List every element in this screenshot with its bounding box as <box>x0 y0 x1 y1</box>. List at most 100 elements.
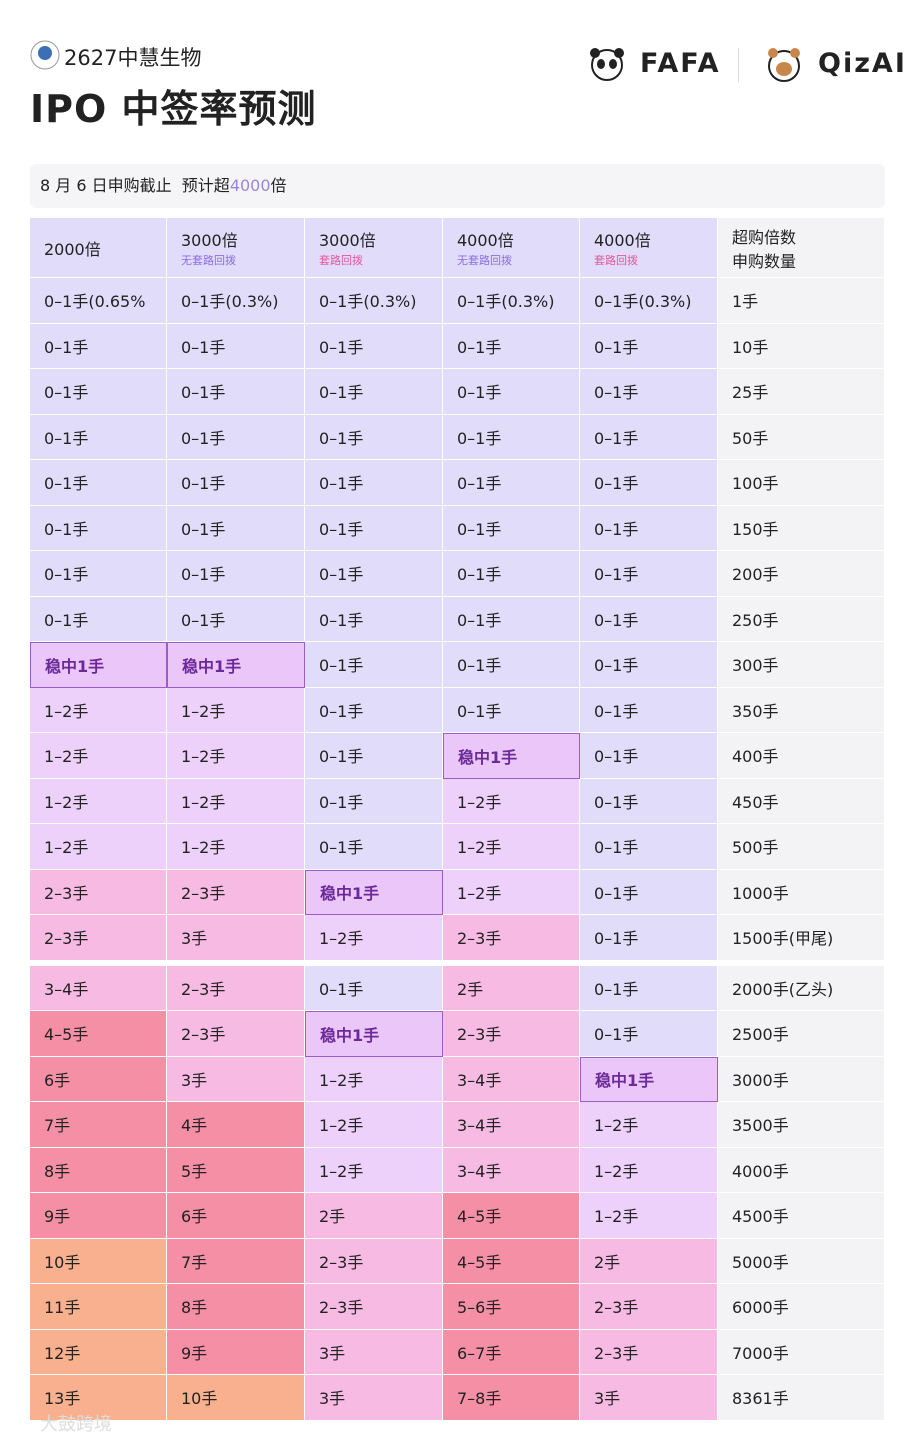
header-cell: 4000倍无套路回拨 <box>443 218 580 278</box>
rate-cell: 0–1手 <box>580 414 718 460</box>
header-cell: 3000倍 套路回拨 <box>305 218 443 278</box>
table-row: 1–2手 1–2手 0–1手 1–2手 0–1手 500手 <box>30 824 885 870</box>
rate-cell: 1–2手 <box>580 1147 718 1193</box>
quantity-cell: 6000手 <box>718 1284 885 1330</box>
header-note: 无套路回拨 <box>457 254 512 267</box>
table-row: 12手 9手 3手 6–7手 2–3手 7000手 <box>30 1329 885 1375</box>
rate-cell: 0–1手 <box>580 642 718 688</box>
rate-cell: 7–8手 <box>443 1375 580 1421</box>
rate-cell: 0–1手 <box>580 596 718 642</box>
quantity-cell: 4000手 <box>718 1147 885 1193</box>
header-label: 4000倍 <box>457 231 514 250</box>
brand-qizai: QizAI <box>818 48 907 79</box>
header-cell: 3000倍 无套路回拨 <box>167 218 305 278</box>
quantity-cell: 350手 <box>718 687 885 733</box>
header-cell: 4000倍 套路回拨 <box>580 218 718 278</box>
rate-cell: 0–1手 <box>580 323 718 369</box>
rate-cell: 0–1手 <box>30 414 167 460</box>
info-highlight: 4000 <box>229 176 271 195</box>
info-bar: 8 月 6 日申购截止 预计超4000倍 <box>30 164 885 208</box>
header-label: 申购数量 <box>732 251 797 271</box>
rate-cell: 5–6手 <box>443 1284 580 1330</box>
rate-cell: 1–2手 <box>167 778 305 824</box>
rate-cell: 1–2手 <box>167 687 305 733</box>
rate-cell: 2手 <box>443 965 580 1011</box>
quantity-cell: 450手 <box>718 778 885 824</box>
quantity-cell: 1000手 <box>718 869 885 915</box>
rate-cell: 0–1手 <box>580 915 718 961</box>
quantity-cell: 8361手 <box>718 1375 885 1421</box>
rate-cell: 1–2手 <box>443 869 580 915</box>
header-row: 2000倍 3000倍 无套路回拨 3000倍 套路回拨 4000倍 无套路回拨 4000倍套… <box>30 218 885 278</box>
rate-cell: 1–2手 <box>443 824 580 870</box>
rate-cell: 3手 <box>305 1329 443 1375</box>
rate-cell: 0–1手 <box>30 369 167 415</box>
rate-cell: 3手 <box>580 1375 718 1421</box>
quantity-cell: 25手 <box>718 369 885 415</box>
rate-cell: 13手 <box>30 1375 167 1421</box>
rate-cell: 0–1手 <box>443 323 580 369</box>
table-row: 0–1手(0.65% 0–1手(0.3%) 0–1手(0.3%) 0–1手(0.3%)… <box>30 278 885 324</box>
header-note: 无套路回拨 <box>181 254 236 267</box>
rate-cell: 0–1手 <box>167 323 305 369</box>
rate-cell: 7手 <box>30 1102 167 1148</box>
rate-cell: 0–1手 <box>305 460 443 506</box>
table: 2000倍 3000倍 无套路回拨 3000倍 套路回拨 4000倍 无套路回拨 4000倍套… <box>30 218 885 1421</box>
rate-cell: 2–3手 <box>30 915 167 961</box>
rate-cell: 4–5手 <box>443 1193 580 1239</box>
rate-cell: 0–1手 <box>443 414 580 460</box>
rate-cell: 1–2手 <box>30 778 167 824</box>
table-row: 10手 7手 2–3手 4–5手 2手 5000手 <box>30 1238 885 1284</box>
table-row: 0–1手 0–1手 0–1手 0–1手 0–1手 25手 <box>30 369 885 415</box>
header-label: 2000倍 <box>44 239 101 259</box>
rate-cell: 8手 <box>167 1284 305 1330</box>
rate-cell: 0–1手 <box>167 460 305 506</box>
quantity-cell: 5000手 <box>718 1238 885 1284</box>
rate-cell: 5手 <box>167 1147 305 1193</box>
rate-cell: 0–1手 <box>580 778 718 824</box>
rate-cell: 稳中1手 <box>167 642 305 688</box>
rate-cell: 10手 <box>167 1375 305 1421</box>
rate-cell: 0–1手 <box>305 505 443 551</box>
rate-cell: 0–1手 <box>443 505 580 551</box>
table-row: 11手 8手 2–3手 5–6手 2–3手 6000手 <box>30 1284 885 1330</box>
rate-cell: 0–1手 <box>305 733 443 779</box>
quantity-cell: 1手 <box>718 278 885 324</box>
rate-cell: 9手 <box>30 1193 167 1239</box>
rate-cell: 0–1手 <box>580 369 718 415</box>
rate-cell: 0–1手 <box>305 642 443 688</box>
rate-cell: 0–1手 <box>167 414 305 460</box>
rate-cell: 0–1手 <box>30 460 167 506</box>
header-cell: 超购倍数 申购数量 <box>718 218 885 278</box>
table-row: 3–4手 2–3手 0–1手 2手 0–1手 2000手(乙头) <box>30 965 885 1011</box>
rate-cell: 12手 <box>30 1329 167 1375</box>
rate-cell: 0–1手 <box>580 1011 718 1057</box>
quantity-cell: 200手 <box>718 551 885 597</box>
rate-cell: 2–3手 <box>443 1011 580 1057</box>
rate-cell: 0–1手 <box>305 551 443 597</box>
quantity-cell: 1500手(甲尾) <box>718 915 885 961</box>
rate-cell: 0–1手 <box>167 505 305 551</box>
rate-cell: 7手 <box>167 1238 305 1284</box>
quantity-cell: 250手 <box>718 596 885 642</box>
rate-cell: 3–4手 <box>30 965 167 1011</box>
rate-cell: 0–1手 <box>305 778 443 824</box>
rate-cell: 0–1手 <box>443 369 580 415</box>
rate-cell: 0–1手(0.3%) <box>305 278 443 324</box>
rate-cell: 0–1手 <box>580 687 718 733</box>
watermark: 大鼓跨境 <box>40 1414 112 1435</box>
table-row: 4–5手 2–3手 稳中1手 2–3手 0–1手 2500手 <box>30 1011 885 1057</box>
rate-cell: 0–1手 <box>305 596 443 642</box>
rate-cell: 0–1手 <box>167 369 305 415</box>
rate-cell: 0–1手 <box>580 551 718 597</box>
rate-cell: 3–4手 <box>443 1147 580 1193</box>
table-row: 0–1手 0–1手 0–1手 0–1手 0–1手 200手 <box>30 551 885 597</box>
quantity-cell: 7000手 <box>718 1329 885 1375</box>
brand-fafa: FAFA <box>640 48 721 79</box>
rate-cell: 0–1手 <box>580 733 718 779</box>
rate-cell: 1–2手 <box>305 915 443 961</box>
rate-cell: 10手 <box>30 1238 167 1284</box>
rate-cell: 0–1手 <box>30 596 167 642</box>
quantity-cell: 150手 <box>718 505 885 551</box>
